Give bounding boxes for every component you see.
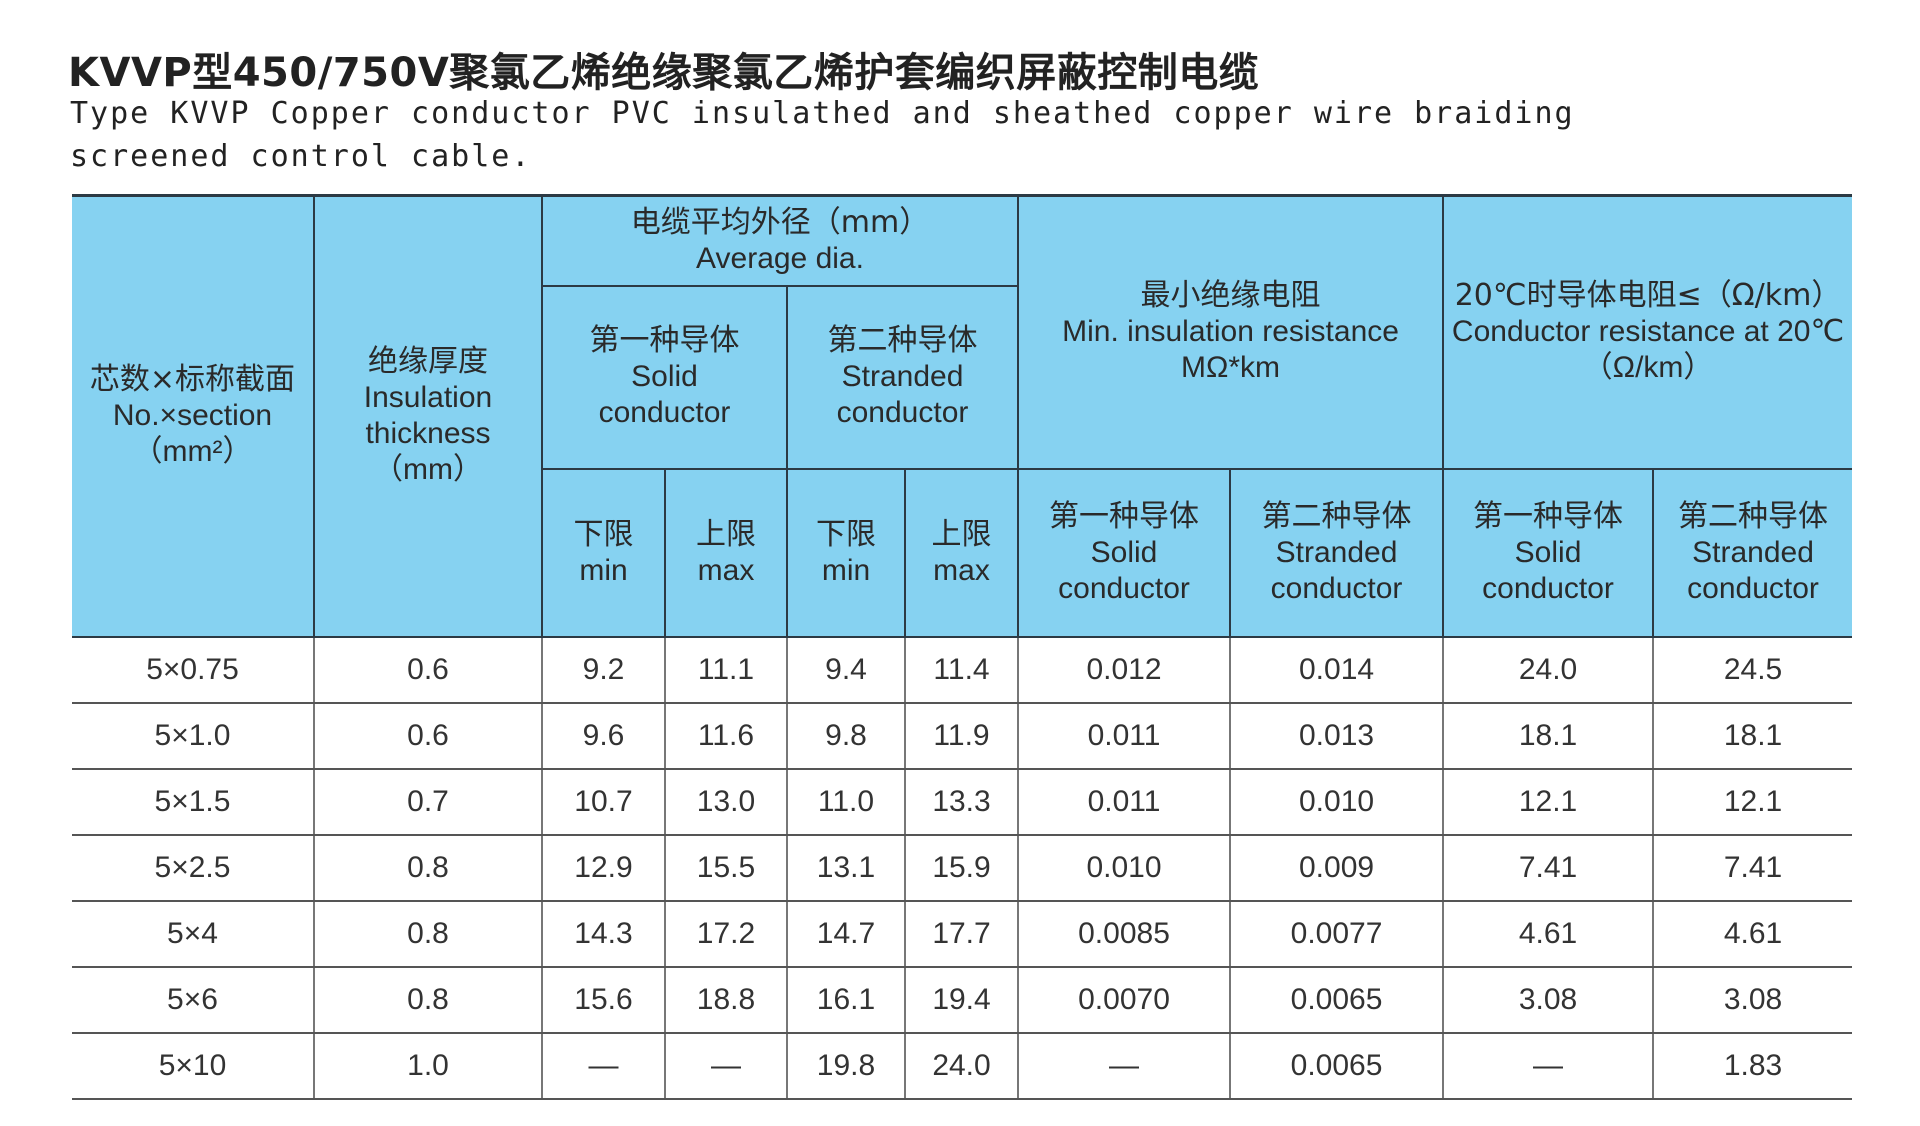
header-ins-solid: 第一种导体 Solid conductor <box>1017 467 1232 638</box>
table-row: 5×10 1.0— —19.8 24.0—0.0065—1.83 <box>72 1032 1853 1101</box>
page-subtitle: Type KVVP Copper conductor PVC insulathe… <box>70 96 1575 174</box>
cell-stranded-max: 17.7 <box>903 900 1019 968</box>
cell-solid-max: 17.2 <box>664 900 787 968</box>
cell-section: 5×1.0 <box>72 702 314 770</box>
cell-cond-res-stranded: 12.1 <box>1652 768 1853 836</box>
cell-ins-res-solid: 0.011 <box>1017 768 1231 836</box>
cell-stranded-max: 11.4 <box>903 636 1019 704</box>
cell-ins-res-stranded: 0.0065 <box>1229 1032 1444 1101</box>
header-average-dia: 电缆平均外径（mm） Average dia. <box>540 194 1020 287</box>
cell-stranded-min: 9.8 <box>786 702 905 770</box>
cell-stranded-min: 19.8 <box>786 1032 905 1101</box>
cell-ins-res-solid: 0.012 <box>1017 636 1231 704</box>
cell-section: 5×2.5 <box>72 834 314 902</box>
header-solid-max: 上限 max <box>664 467 788 638</box>
header-stranded-max: 上限 max <box>903 467 1020 638</box>
header-res-solid: 第一种导体 Solid conductor <box>1442 467 1655 638</box>
header-solid-min: 下限 min <box>542 467 666 638</box>
cell-cond-res-solid: 4.61 <box>1442 900 1654 968</box>
cell-ins-res-stranded: 0.0065 <box>1229 966 1444 1034</box>
cell-insulation: 0.6 <box>313 702 542 770</box>
cell-cond-res-solid: — <box>1442 1032 1654 1101</box>
cell-solid-min: 10.7 <box>541 768 665 836</box>
cell-insulation: 0.6 <box>313 636 542 704</box>
cell-ins-res-solid: 0.010 <box>1017 834 1231 902</box>
page-title: KVVP型450/750V聚氯乙烯绝缘聚氯乙烯护套编织屏蔽控制电缆 <box>68 50 1260 96</box>
cell-ins-res-stranded: 0.0077 <box>1229 900 1444 968</box>
cell-section: 5×6 <box>72 966 314 1034</box>
header-res-stranded: 第二种导体 Stranded conductor <box>1652 467 1853 638</box>
cell-stranded-min: 16.1 <box>786 966 905 1034</box>
cell-cond-res-solid: 3.08 <box>1442 966 1654 1034</box>
cell-insulation: 0.8 <box>313 900 542 968</box>
header-conductor-resistance: 20℃时导体电阻≤（Ω/km） Conductor resistance at … <box>1442 194 1853 470</box>
cell-solid-min: 9.6 <box>541 702 665 770</box>
cell-solid-min: 12.9 <box>541 834 665 902</box>
cell-solid-min: 14.3 <box>541 900 665 968</box>
header-stranded-min: 下限 min <box>786 467 906 638</box>
cell-cond-res-solid: 12.1 <box>1442 768 1654 836</box>
header-section: 芯数×标称截面 No.×section （mm²） <box>72 194 315 638</box>
table-row: 5×4 0.8 14.3 17.2 14.7 17.7 0.0085 0.0077 4.61 4.… <box>72 900 1853 968</box>
cell-stranded-min: 14.7 <box>786 900 905 968</box>
cell-stranded-max: 19.4 <box>903 966 1019 1034</box>
cell-ins-res-solid: 0.0085 <box>1017 900 1231 968</box>
cell-stranded-max: 24.0 <box>903 1032 1019 1101</box>
cell-cond-res-stranded: 18.1 <box>1652 702 1853 770</box>
table-row: 5×1.0 0.6 9.6 11.6 9.8 11.9 0.011 0.013 18.1 18.1 <box>72 702 1853 770</box>
cell-insulation: 0.8 <box>313 834 542 902</box>
cell-solid-max: — <box>664 1032 787 1101</box>
cell-cond-res-solid: 7.41 <box>1442 834 1654 902</box>
cell-stranded-min: 13.1 <box>786 834 905 902</box>
table-row: 5×0.75 0.6 9.2 11.1 9.4 11.4 0.012 0.014 24.0 24.… <box>72 636 1853 704</box>
table-row: 5×2.5 0.8 12.9 15.5 13.1 15.9 0.010 0.009 7.41 7.… <box>72 834 1853 902</box>
header-dia-stranded: 第二种导体 Stranded conductor <box>785 284 1019 470</box>
cell-stranded-max: 11.9 <box>903 702 1019 770</box>
cell-ins-res-solid: — <box>1017 1032 1231 1101</box>
cell-solid-max: 15.5 <box>664 834 787 902</box>
cell-ins-res-stranded: 0.014 <box>1229 636 1444 704</box>
cell-section: 5×4 <box>72 900 314 968</box>
table-row: 5×1.5 0.7 10.7 13.0 11.0 13.3 0.011 0.010 12.1 12… <box>72 768 1853 836</box>
cell-cond-res-stranded: 24.5 <box>1652 636 1853 704</box>
cell-cond-res-solid: 18.1 <box>1442 702 1654 770</box>
spec-table: 芯数×标称截面 No.×section （mm²） 绝缘厚度 Insulatio… <box>72 194 1853 1101</box>
cell-solid-max: 11.6 <box>664 702 787 770</box>
header-ins-stranded: 第二种导体 Stranded conductor <box>1229 467 1445 638</box>
table-row: 5×6 0.8 15.6 18.8 16.1 19.4 0.0070 0.0065 3.08 3.… <box>72 966 1853 1034</box>
cell-section: 5×0.75 <box>72 636 314 704</box>
cell-insulation: 0.8 <box>313 966 542 1034</box>
cell-insulation: 0.7 <box>313 768 542 836</box>
cell-solid-max: 11.1 <box>664 636 787 704</box>
cell-stranded-min: 9.4 <box>786 636 905 704</box>
cell-solid-max: 18.8 <box>664 966 787 1034</box>
header-min-insulation: 最小绝缘电阻 Min. insulation resistance MΩ*km <box>1017 194 1445 470</box>
spec-table-body: 5×0.75 0.6 9.2 11.1 9.4 11.4 0.012 0.014 24.0 24.… <box>72 636 1853 1101</box>
header-dia-solid: 第一种导体 Solid conductor <box>542 284 788 470</box>
cell-cond-res-solid: 24.0 <box>1442 636 1654 704</box>
cell-stranded-min: 11.0 <box>786 768 905 836</box>
cell-ins-res-stranded: 0.009 <box>1229 834 1444 902</box>
cell-ins-res-stranded: 0.013 <box>1229 702 1444 770</box>
cell-section: 5×1.5 <box>72 768 314 836</box>
header-insulation: 绝缘厚度 Insulation thickness （mm） <box>313 194 543 638</box>
cell-insulation: 1.0 <box>313 1032 542 1101</box>
cell-stranded-max: 15.9 <box>903 834 1019 902</box>
cell-solid-min: 15.6 <box>541 966 665 1034</box>
cell-cond-res-stranded: 3.08 <box>1652 966 1853 1034</box>
cell-stranded-max: 13.3 <box>903 768 1019 836</box>
cell-ins-res-solid: 0.011 <box>1017 702 1231 770</box>
cell-solid-max: 13.0 <box>664 768 787 836</box>
cell-solid-min: — <box>541 1032 665 1101</box>
cell-cond-res-stranded: 7.41 <box>1652 834 1853 902</box>
cell-cond-res-stranded: 1.83 <box>1652 1032 1853 1101</box>
cell-solid-min: 9.2 <box>541 636 665 704</box>
cell-cond-res-stranded: 4.61 <box>1652 900 1853 968</box>
cell-ins-res-stranded: 0.010 <box>1229 768 1444 836</box>
cell-ins-res-solid: 0.0070 <box>1017 966 1231 1034</box>
cell-section: 5×10 <box>72 1032 314 1101</box>
